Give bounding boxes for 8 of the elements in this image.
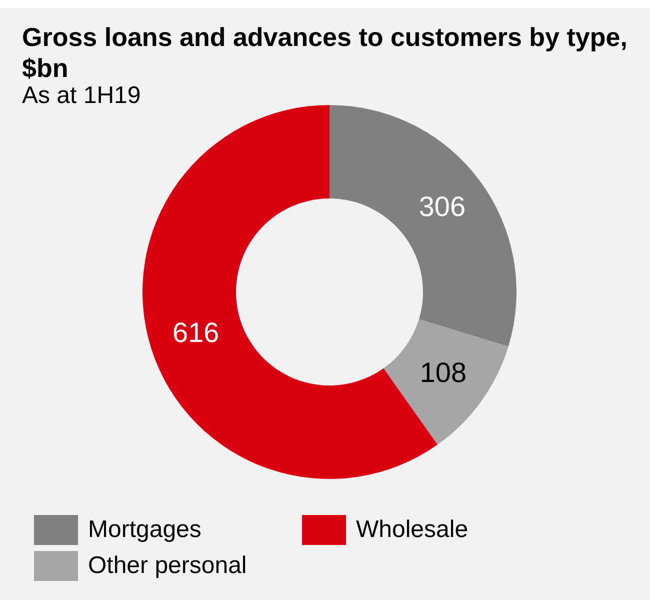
legend-label: Other personal [88,552,247,580]
legend-label: Wholesale [356,516,468,544]
chart-title: Gross loans and advances to customers by type, $bn [22,22,628,84]
legend-label: Mortgages [88,516,202,544]
chart-subtitle: As at 1H19 [22,82,141,110]
data-label: 108 [420,356,467,388]
data-label: 616 [172,317,220,348]
data-label: 306 [418,191,466,222]
